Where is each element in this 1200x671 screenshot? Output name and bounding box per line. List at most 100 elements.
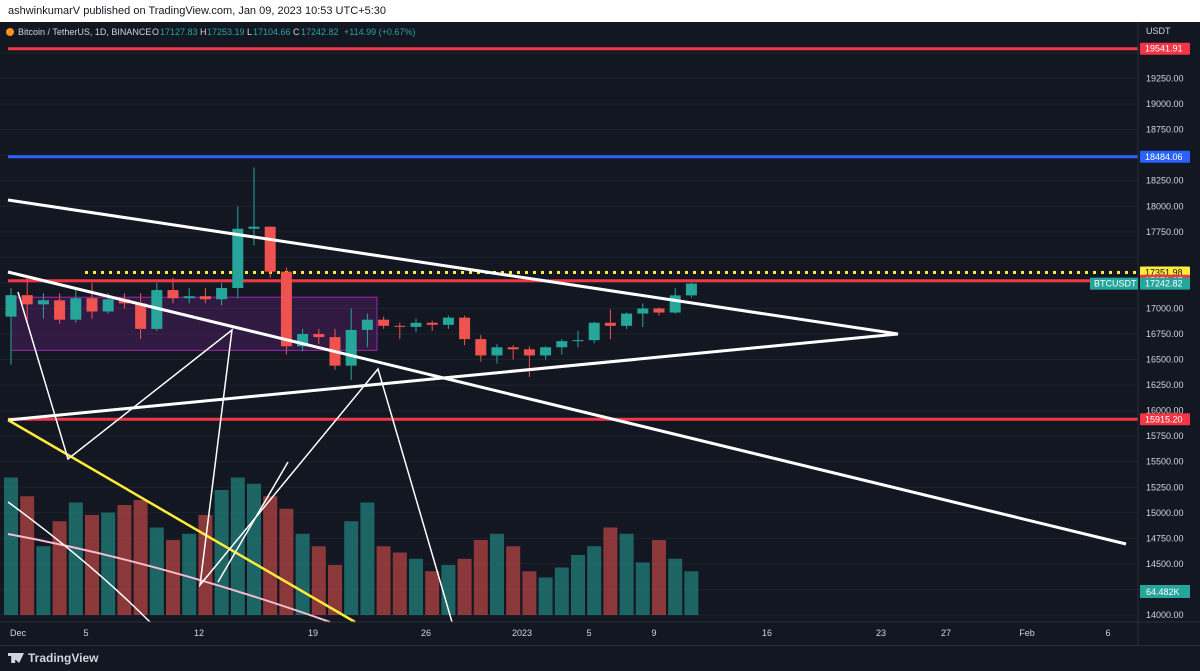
footer: TradingView [0,645,1200,671]
price-tick-label: 18000.00 [1146,201,1184,211]
candle-body [167,290,179,299]
time-tick-label: Feb [1019,628,1035,638]
time-tick-label: 6 [1105,628,1110,638]
price-chart[interactable]: USDT 19250.00 19000.00 18750.00 18250.00 1800… [0,22,1200,645]
open-value: 17127.83 [160,27,198,37]
candle-body [588,322,600,341]
horizontal-levels[interactable] [8,47,1138,421]
volume-bar [279,508,294,615]
price-tag[interactable] [1140,42,1190,55]
volume-bar [295,533,310,615]
trendline[interactable] [7,270,1127,546]
volume-bar [652,540,666,615]
low-value: 17104.66 [253,27,291,37]
time-tick-label: 9 [651,628,656,638]
curve-line[interactable] [7,533,331,623]
candle-body [394,325,406,327]
price-tick-label: 18750.00 [1146,125,1184,135]
open-label: O [152,27,159,37]
volume-bar [36,546,51,615]
candles [5,167,697,380]
price-tick-label: 19250.00 [1146,74,1184,84]
volume-bars [4,477,699,615]
zigzag-segment[interactable] [217,461,289,583]
price-tick-label: 15750.00 [1146,431,1184,441]
price-tag[interactable] [1140,277,1190,290]
bitcoin-icon [6,28,14,36]
price-tick-label: 19000.00 [1146,99,1184,109]
candle-body [540,347,552,356]
publish-header: ashwinkumarV published on TradingView.co… [0,0,1200,22]
volume-bar [392,552,407,615]
trendlines[interactable] [7,198,1127,624]
volume-bar [101,512,116,615]
volume-bar [230,477,245,615]
price-tag[interactable] [1140,413,1190,426]
time-tick-label: 5 [586,628,591,638]
candle-body [297,334,309,347]
tradingview-logo[interactable]: TradingView [8,651,98,665]
candle-body [442,317,454,325]
zigzag-pattern[interactable] [17,291,453,623]
candle-body [313,334,325,338]
candle-body [572,340,584,342]
rectangle-zone[interactable] [10,296,378,351]
candle-body [459,317,471,340]
price-tag-label: 15915.20 [1145,414,1183,424]
trendline[interactable] [7,198,899,336]
candle-body [216,288,228,300]
candle-body [5,295,17,317]
price-tick-label: 16250.00 [1146,380,1184,390]
candle-body [426,322,438,325]
price-tick-label: 17000.00 [1146,303,1184,313]
symbol-title: Bitcoin / TetherUS, 1D, BINANCE [18,27,151,37]
candle-body [410,322,422,327]
candle-body [523,349,535,356]
candle-body [70,298,82,320]
candle-body [54,300,66,320]
price-tick-label: 16500.00 [1146,355,1184,365]
ohlc-legend: Bitcoin / TetherUS, 1D, BINANCE O 17127.… [6,27,415,37]
volume-bar [85,515,99,615]
volume-bar [571,555,585,615]
candle-body [232,228,244,289]
price-tag-label: 17242.82 [1145,279,1183,289]
volume-bar [328,565,342,615]
price-axis[interactable]: USDT 19250.00 19000.00 18750.00 18250.00 1800… [1090,22,1200,645]
volume-bar [344,521,359,615]
trendline[interactable] [7,332,899,422]
candle-body [475,339,487,356]
candle-body [135,303,147,329]
price-tick-label: 14500.00 [1146,559,1184,569]
price-tick-label: 16000.00 [1146,406,1184,416]
time-axis[interactable]: Dec 5 12 19 26 2023 5 9 16 23 27 Feb 6 [0,621,1200,638]
candle-body [280,271,292,347]
curve-line[interactable] [7,501,151,623]
volume-bar [149,527,164,615]
time-tick-label: 26 [421,628,431,638]
close-label: C [293,27,300,37]
price-tag-label: 18484.06 [1145,152,1183,162]
candle-body [491,347,503,356]
volume-bar [68,502,83,615]
time-tick-label: 2023 [512,628,532,638]
volume-bar [490,533,504,615]
time-tick-label: Dec [10,628,27,638]
price-axis-background [1138,22,1200,645]
price-tick-label: 15000.00 [1146,508,1184,518]
high-value: 17253.19 [207,27,245,37]
volume-bar [603,527,618,615]
volume-bar [360,502,375,615]
volume-bar [457,558,472,615]
price-tag[interactable] [1140,150,1190,163]
drawings[interactable] [10,296,378,351]
symbol-tag[interactable] [1090,277,1138,290]
candle-body [264,226,276,272]
candle-body [345,329,357,366]
candle-body [604,322,616,326]
volume-bar [409,558,423,615]
volume-tag[interactable] [1140,585,1190,598]
time-tick-label: 19 [308,628,318,638]
price-tick-label: 18250.00 [1146,176,1184,186]
volume-bar [538,577,553,615]
